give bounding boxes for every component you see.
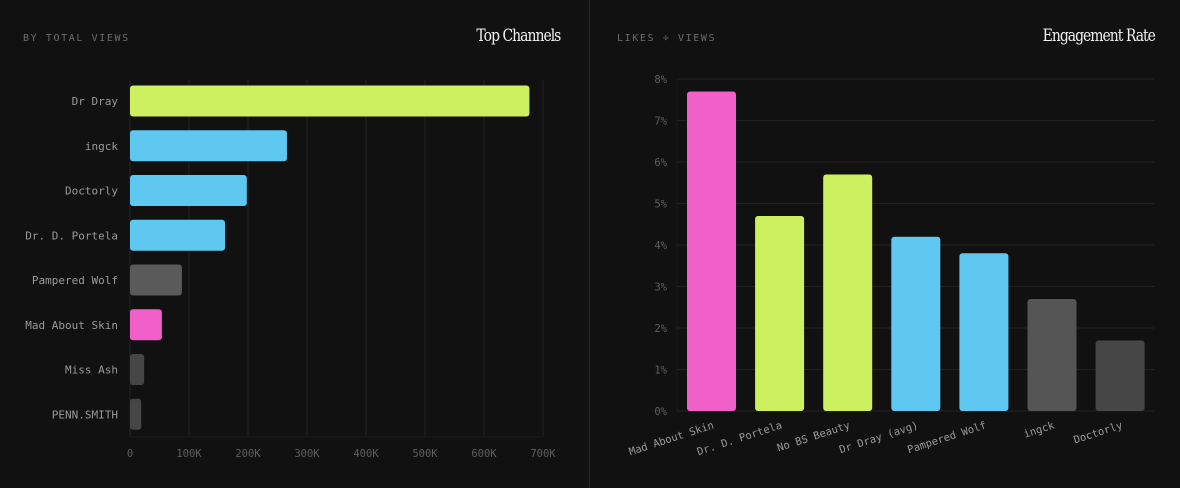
bar [130, 85, 530, 117]
chart-subtitle: LIKES ÷ VIEWS [617, 33, 717, 44]
bar [130, 398, 142, 430]
bar [130, 175, 247, 206]
x-tick-label: 700K [530, 448, 556, 460]
y-tick-label: 0% [654, 406, 667, 418]
x-tick-label: 0 [127, 448, 133, 460]
y-tick-label: 6% [654, 157, 667, 169]
y-tick-label: 5% [654, 199, 667, 211]
chart-subtitle: BY TOTAL VIEWS [23, 33, 130, 44]
y-tick-label: 8% [654, 74, 667, 86]
category-label: Doctorly [1072, 419, 1124, 446]
bar [891, 236, 941, 411]
category-label: Pampered Wolf [906, 419, 988, 456]
panel-divider [589, 0, 590, 488]
engagement-rate-panel: LIKES ÷ VIEWS Engagement Rate 0% 1% 2% 3% 4%… [590, 0, 1180, 488]
bar [755, 215, 805, 411]
chart-title: Top Channels [476, 26, 561, 46]
category-label: Pampered Wolf [32, 274, 118, 287]
y-tick-label: 3% [654, 282, 667, 294]
top-channels-panel: BY TOTAL VIEWS Top Channels 0 100K 200K 300… [0, 0, 589, 488]
category-label: Miss Ash [65, 364, 118, 377]
bar [130, 130, 287, 162]
bar [130, 354, 145, 385]
x-tick-label: 400K [353, 448, 379, 460]
bar [1027, 298, 1077, 411]
category-label: Doctorly [65, 185, 118, 198]
top-channels-chart: 0 100K 200K 300K 400K 500K 600K 700K Dr Dray ingc… [25, 80, 556, 460]
bar [823, 174, 873, 411]
y-tick-label: 7% [654, 116, 667, 128]
x-tick-label: 500K [412, 448, 438, 460]
category-label: Dr Dray [72, 95, 119, 108]
bar [130, 219, 225, 251]
x-tick-label: 300K [294, 448, 320, 460]
bar [959, 253, 1009, 411]
y-tick-label: 1% [654, 365, 667, 377]
chart-title: Engagement Rate [1042, 26, 1156, 46]
category-label: ingck [1022, 419, 1056, 440]
x-tick-label: 200K [235, 448, 261, 460]
bar [130, 264, 182, 296]
x-tick-label: 100K [176, 448, 202, 460]
x-tick-label: 600K [471, 448, 497, 460]
y-tick-label: 4% [654, 240, 667, 252]
category-label: Dr. D. Portela [25, 229, 118, 242]
bar [130, 309, 162, 341]
bar [1095, 340, 1145, 411]
bar [687, 91, 736, 411]
category-label: PENN.SMITH [52, 408, 118, 421]
y-tick-label: 2% [654, 323, 667, 335]
category-label: Mad About Skin [25, 319, 118, 332]
category-label: ingck [85, 140, 118, 153]
